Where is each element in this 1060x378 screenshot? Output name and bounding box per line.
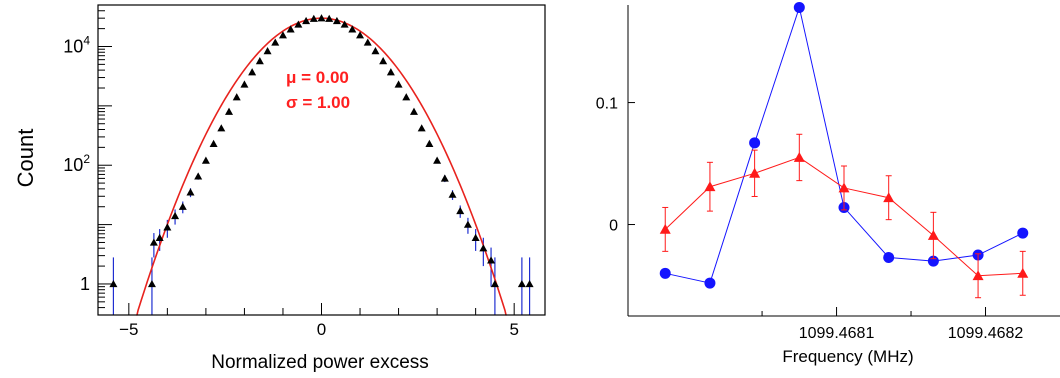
left-data-point (309, 14, 318, 22)
left-data-point (448, 190, 457, 198)
left-data-point (209, 139, 218, 147)
right-data-point-circle (749, 137, 761, 149)
left-data-point (263, 46, 272, 55)
left-data-point (286, 25, 295, 33)
left-data-point (379, 56, 388, 65)
left-data-point (409, 107, 418, 115)
left-chart-marks (0, 14, 560, 378)
right-data-point-circle (793, 1, 805, 13)
right-data-point-triangle (659, 223, 671, 234)
left-data-point (149, 238, 158, 246)
left-data-point (402, 93, 411, 101)
right-chart-ticks: 0 0.1 1099.4681 1099.4682 (596, 96, 1024, 342)
right-y-tick-label: 0 (609, 218, 618, 235)
left-data-point (525, 279, 534, 288)
right-series-line-triangle (664, 156, 1023, 277)
right-data-point-triangle (749, 167, 761, 178)
right-data-point-circle (972, 249, 984, 261)
left-data-point (201, 156, 210, 164)
right-series-line-circle (665, 5, 1023, 284)
left-data-point (171, 211, 180, 220)
right-data-point-circle (927, 255, 939, 267)
left-data-point (194, 172, 203, 180)
right-data-point-circle (838, 201, 850, 213)
right-x-tick-label: 1099.4681 (799, 325, 875, 342)
left-plot-frame (97, 4, 546, 316)
left-data-point (425, 139, 434, 147)
left-y-axis-label: Count (13, 129, 38, 188)
right-data-point-triangle (972, 270, 984, 281)
left-data-point (271, 38, 280, 46)
left-y-tick-label: 102 (63, 152, 90, 175)
left-data-point (147, 279, 156, 288)
right-data-point-triangle (1017, 267, 1029, 278)
right-data-point-triangle (927, 230, 939, 240)
left-data-point (248, 68, 257, 76)
left-data-point (217, 124, 226, 132)
right-data-point-circle (704, 277, 716, 289)
right-data-point-circle (883, 251, 895, 263)
left-data-point (255, 56, 264, 65)
left-data-point (325, 14, 334, 22)
left-data-point (155, 233, 164, 241)
left-data-point (471, 233, 480, 241)
left-bottom-mask (0, 315, 560, 378)
right-data-point-triangle (883, 192, 895, 203)
left-data-point (178, 202, 187, 210)
right-x-axis-label: Frequency (MHz) (782, 347, 913, 366)
left-data-point (294, 20, 303, 28)
right-x-tick-label: 1099.4682 (948, 325, 1024, 342)
left-data-point (463, 220, 472, 228)
right-data-point-circle (1017, 227, 1029, 239)
left-data-point (225, 107, 234, 115)
left-data-point (278, 31, 287, 39)
left-data-point (394, 80, 403, 88)
left-data-point (340, 20, 349, 28)
left-data-point (417, 124, 426, 132)
right-data-point-circle (659, 267, 671, 279)
left-x-tick-label: 0 (317, 320, 326, 339)
left-data-point (240, 80, 249, 88)
left-annotation-mu: μ = 0.00 (286, 68, 349, 87)
left-data-point (356, 31, 365, 39)
left-data-point (232, 93, 241, 101)
left-data-point (163, 223, 172, 231)
left-data-point (332, 16, 341, 25)
left-data-point (363, 38, 372, 46)
left-data-point (386, 68, 395, 76)
left-annotation-sigma: σ = 1.00 (286, 93, 350, 112)
left-x-axis-label: Normalized power excess (211, 352, 429, 373)
left-data-point (487, 256, 496, 264)
left-x-tick-label: 5 (509, 320, 518, 339)
left-data-point (490, 279, 499, 288)
right-data-point-triangle (838, 182, 850, 193)
left-y-tick-label: 1 (80, 274, 90, 294)
left-gaussian-fit-curve (98, 17, 545, 318)
right-data-point-triangle (793, 151, 805, 162)
right-data-point-triangle (704, 181, 716, 192)
left-data-point (479, 244, 488, 252)
left-data-point (440, 174, 449, 182)
left-data-point (517, 279, 526, 288)
right-y-tick-label: 0.1 (596, 96, 618, 113)
left-y-tick-label: 104 (63, 33, 90, 56)
left-data-point (456, 206, 465, 215)
left-data-point (186, 188, 195, 196)
left-data-point (348, 25, 357, 33)
left-data-point (371, 46, 380, 55)
left-x-tick-label: −5 (119, 320, 138, 339)
right-chart-marks (659, 1, 1029, 299)
left-data-point (302, 16, 311, 25)
left-data-point (317, 14, 326, 22)
left-data-point (109, 279, 118, 288)
left-data-point (433, 156, 442, 164)
